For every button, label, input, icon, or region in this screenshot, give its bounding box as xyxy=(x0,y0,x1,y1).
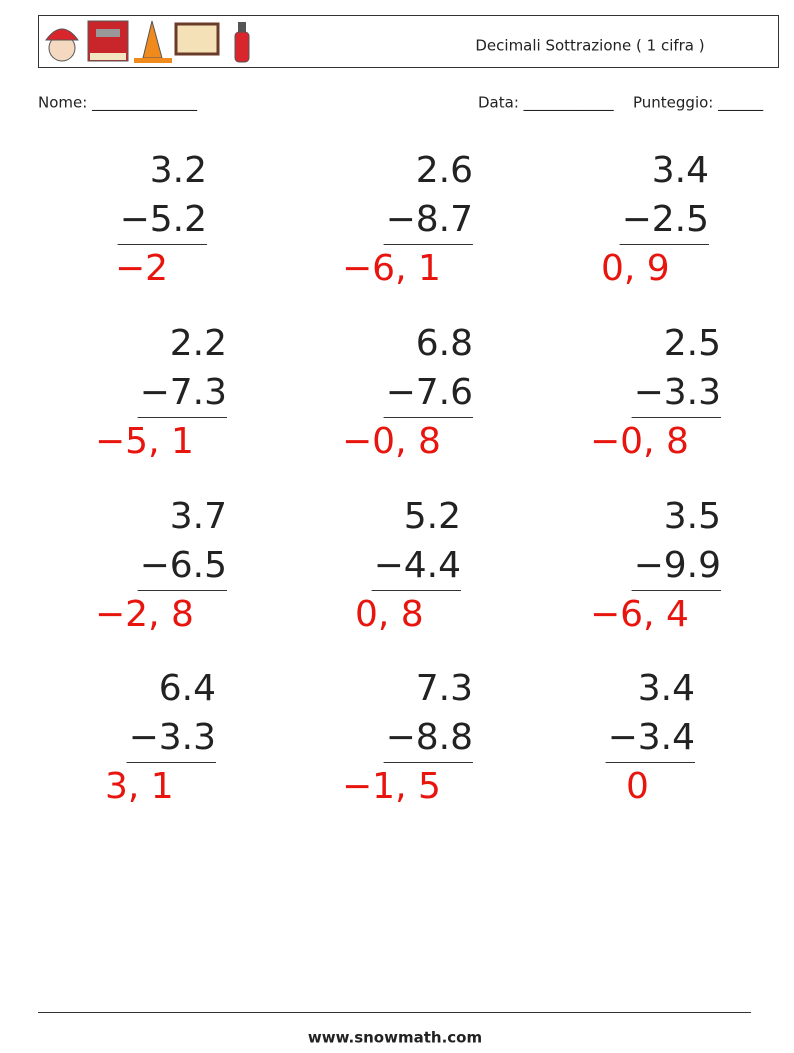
top-number: 6.8 xyxy=(416,323,473,364)
top-number: 2.5 xyxy=(664,323,721,364)
top-number: 3.4 xyxy=(652,150,709,191)
top-number: 6.4 xyxy=(159,668,216,709)
answer: −2 xyxy=(115,248,168,289)
problems: 3.2 −5.2 −2 2.6 −8.7 −6, 1 3.4 −2.5 0, 9 2.2 −7.3 −… xyxy=(95,150,721,807)
answer: −0, 8 xyxy=(342,421,441,462)
answer: −0, 8 xyxy=(590,421,689,462)
bottom-number: −9.9 xyxy=(634,545,721,586)
answer: −1, 5 xyxy=(342,766,441,807)
top-number: 3.7 xyxy=(170,496,227,537)
bottom-number: −4.4 xyxy=(374,545,461,586)
top-number: 2.6 xyxy=(416,150,473,191)
bottom-number: −3.4 xyxy=(608,717,695,758)
top-number: 2.2 xyxy=(170,323,227,364)
answer: 0, 9 xyxy=(601,248,670,289)
top-number: 7.3 xyxy=(416,668,473,709)
bottom-number: −8.7 xyxy=(386,199,473,240)
bottom-number: −8.8 xyxy=(386,717,473,758)
bottom-number: −3.3 xyxy=(129,717,216,758)
answer: −5, 1 xyxy=(95,421,194,462)
answer: −6, 1 xyxy=(342,248,441,289)
score-field: Punteggio: ______ xyxy=(633,94,764,113)
header-box xyxy=(38,15,779,68)
top-number: 3.2 xyxy=(150,150,207,191)
header-icons xyxy=(45,20,250,63)
bottom-number: −5.2 xyxy=(120,199,207,240)
footer-site: www.snowmath.com xyxy=(308,1029,482,1047)
answer: 3, 1 xyxy=(105,766,174,807)
answer: 0 xyxy=(626,766,649,807)
name-field: Nome: ______________ xyxy=(38,94,198,113)
top-number: 5.2 xyxy=(404,496,461,537)
answer: −6, 4 xyxy=(590,594,689,635)
date-field: Data: ____________ xyxy=(478,94,614,113)
bottom-number: −3.3 xyxy=(634,372,721,413)
bottom-number: −7.6 xyxy=(386,372,473,413)
bottom-number: −2.5 xyxy=(622,199,709,240)
bottom-number: −7.3 xyxy=(140,372,227,413)
title: Decimali Sottrazione ( 1 cifra ) xyxy=(475,37,704,55)
top-number: 3.5 xyxy=(664,496,721,537)
bottom-number: −6.5 xyxy=(140,545,227,586)
top-number: 3.4 xyxy=(638,668,695,709)
answer: −2, 8 xyxy=(95,594,194,635)
answer: 0, 8 xyxy=(355,594,424,635)
